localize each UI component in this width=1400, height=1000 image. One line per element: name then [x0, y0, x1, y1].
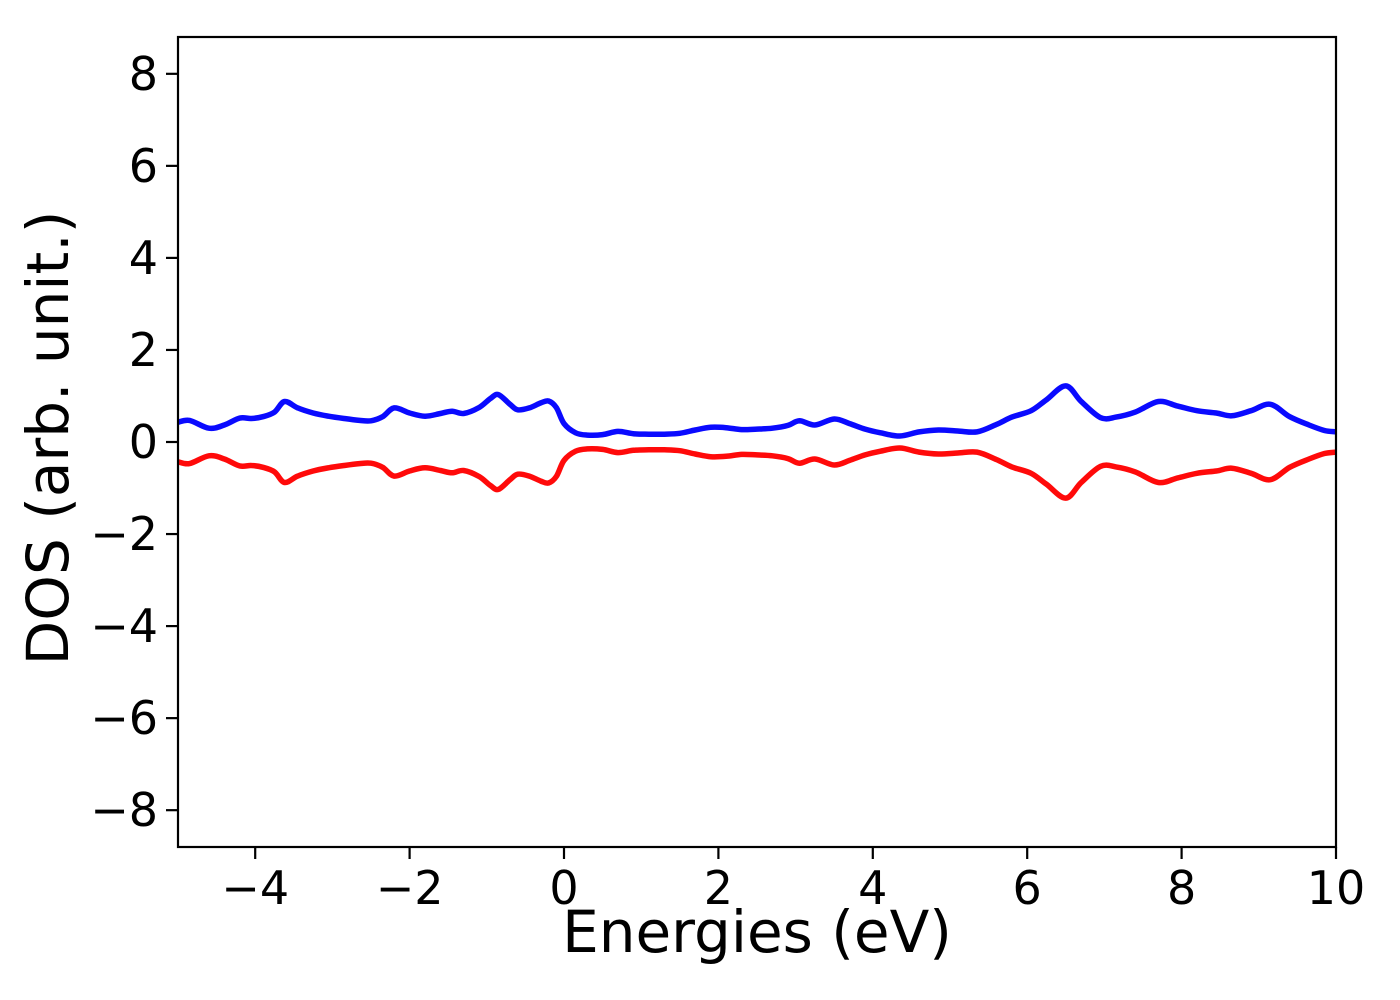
- x-tick-label: 8: [1167, 861, 1196, 915]
- curve-spin-up-dos: [178, 383, 1336, 439]
- y-tick-label: −2: [90, 507, 158, 561]
- x-tick-label: 2: [704, 861, 733, 915]
- y-axis-label: DOS (arb. unit.): [14, 211, 82, 666]
- y-tick-label: −8: [90, 783, 158, 837]
- x-tick-label: −2: [376, 861, 444, 915]
- curve-spin-down-dos: [178, 445, 1336, 501]
- y-tick-label: 8: [129, 47, 158, 101]
- x-tick-label: 6: [1013, 861, 1042, 915]
- y-tick-label: −6: [90, 691, 158, 745]
- dos-curves: [178, 383, 1336, 501]
- x-tick-label: 4: [858, 861, 887, 915]
- y-tick-label: −4: [90, 599, 158, 653]
- x-tick-label: −4: [221, 861, 289, 915]
- y-axis-ticks: 8 6 4 2 0 −2 −4 −6 −8: [90, 47, 178, 837]
- x-axis-label: Energies (eV): [562, 898, 952, 966]
- y-tick-label: 4: [129, 231, 158, 285]
- y-tick-label: 0: [129, 415, 158, 469]
- y-tick-label: 6: [129, 139, 158, 193]
- x-axis-ticks: −4 −2 0 2 4 6 8 10: [221, 847, 1365, 915]
- x-tick-label: 10: [1307, 861, 1366, 915]
- y-tick-label: 2: [129, 323, 158, 377]
- x-tick-label: 0: [549, 861, 578, 915]
- plot-border: [176, 35, 1338, 849]
